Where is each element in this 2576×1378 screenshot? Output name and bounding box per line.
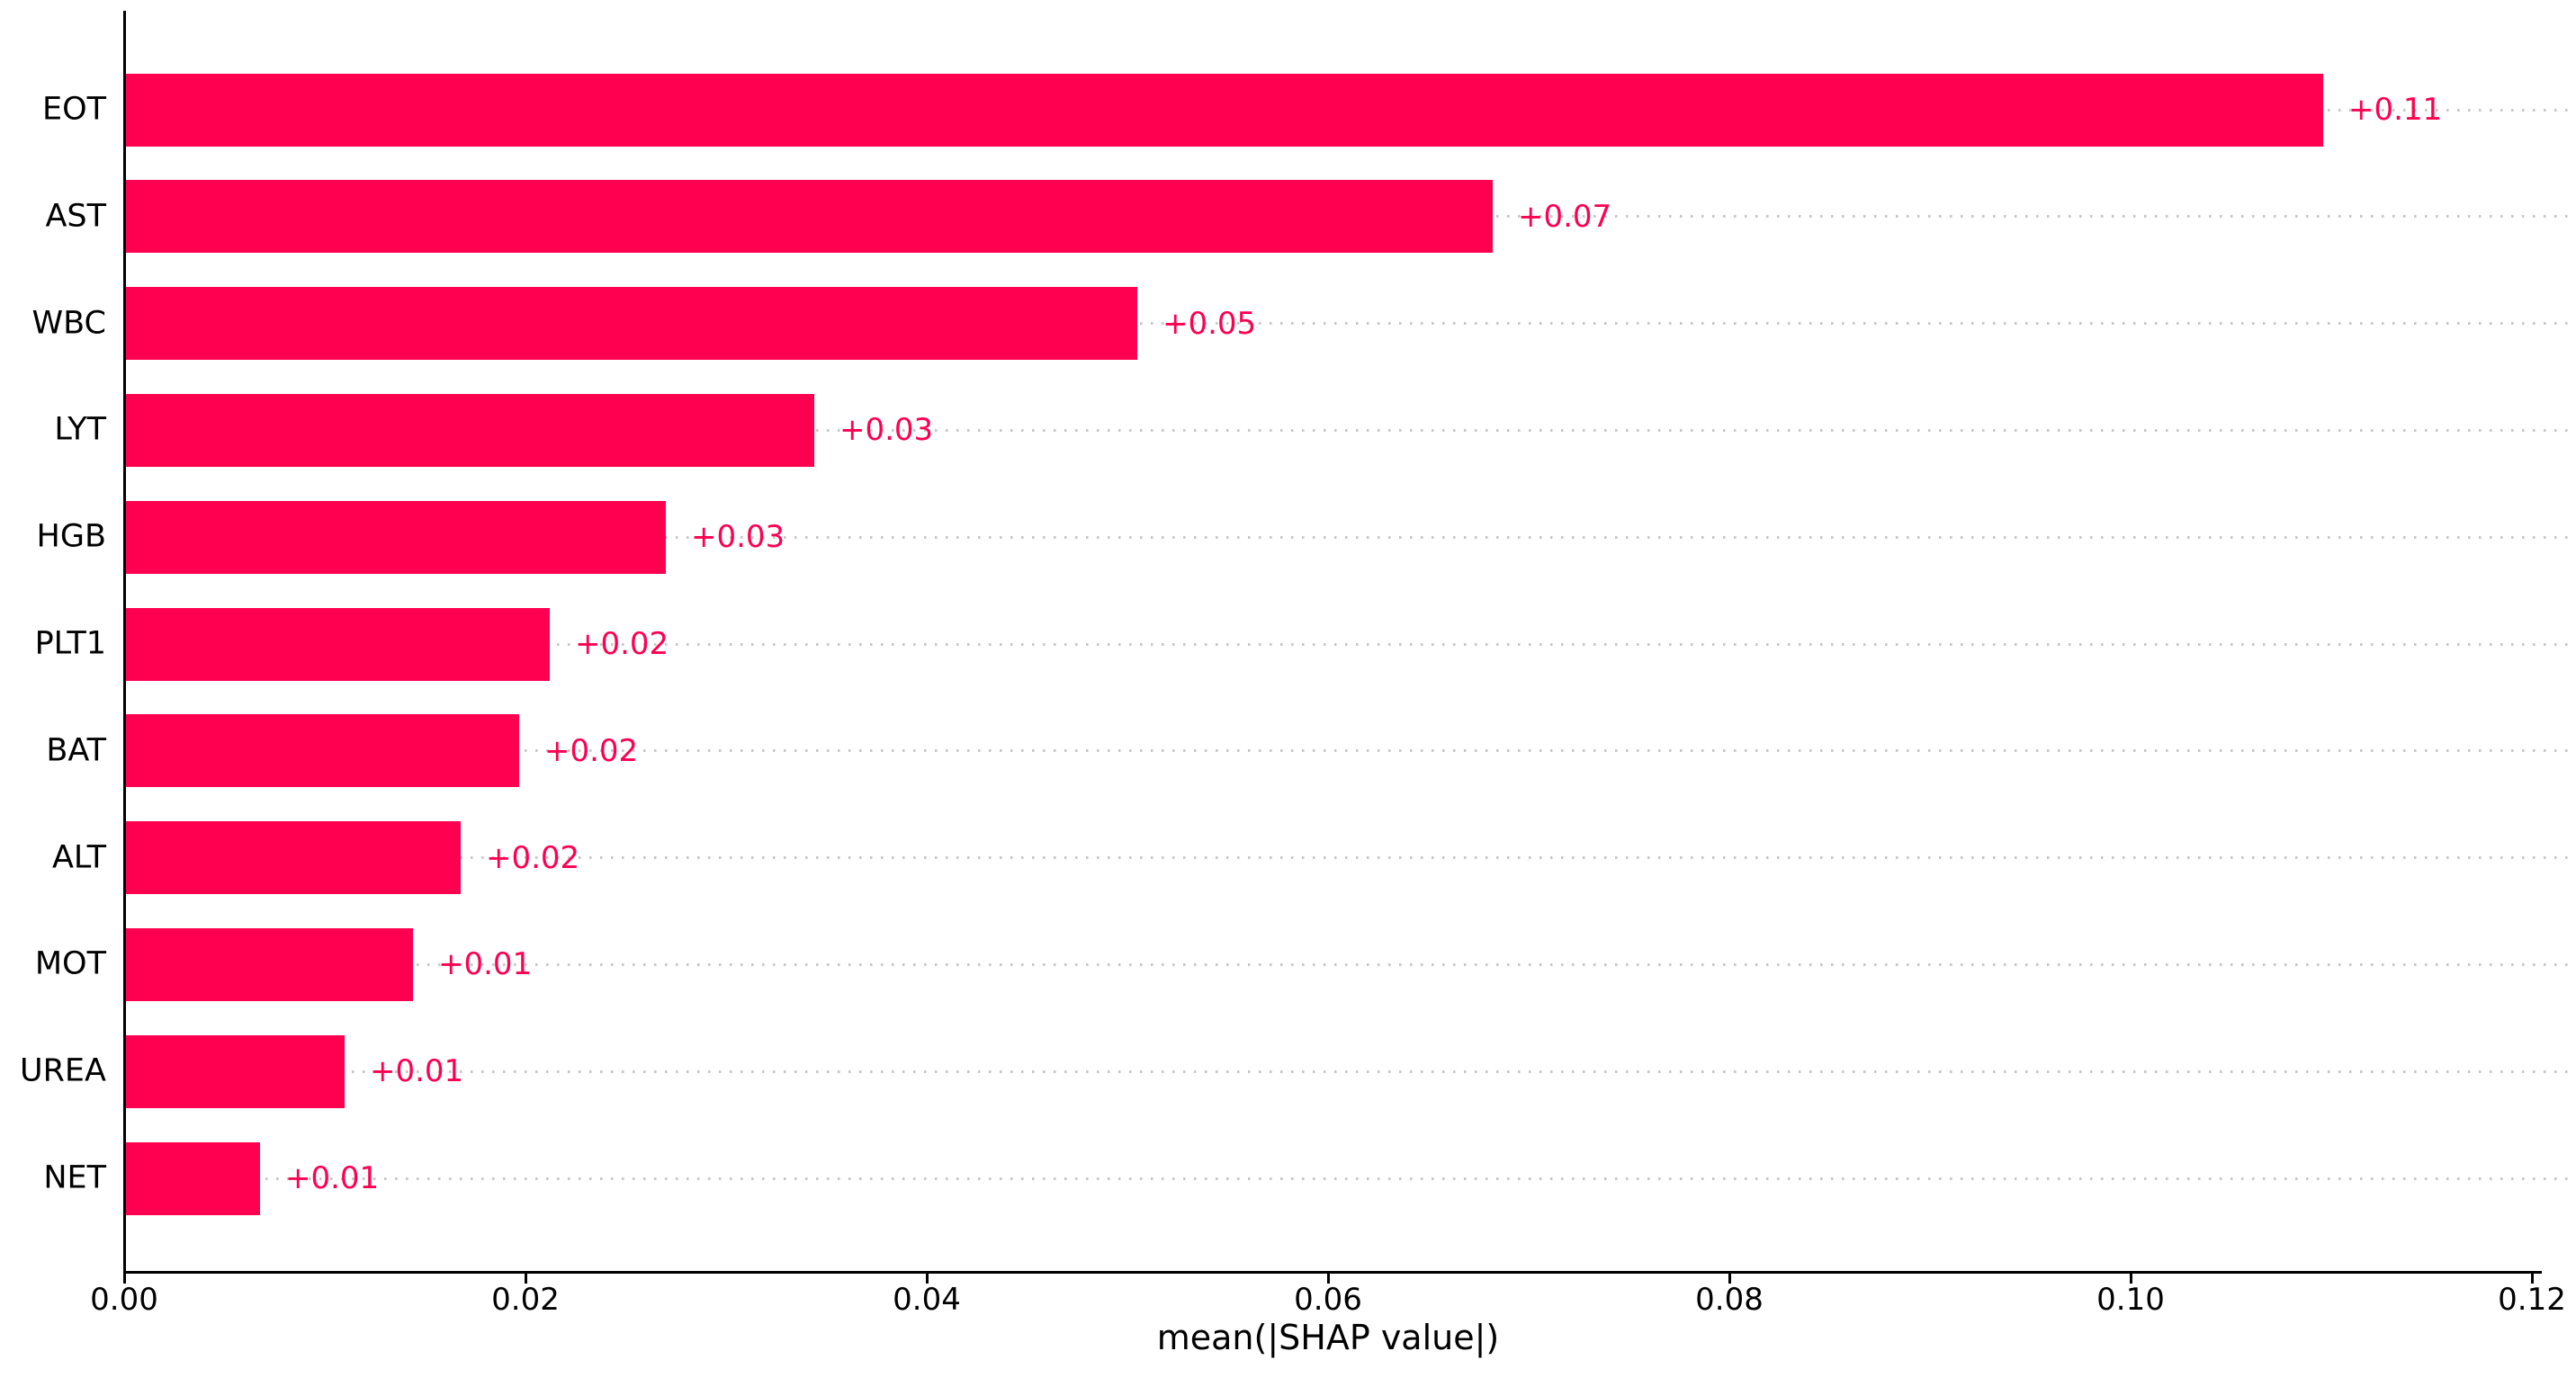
- gridline: [125, 856, 2572, 860]
- bar: [126, 73, 2323, 147]
- bar-value-label: +0.01: [370, 1053, 464, 1090]
- bar-value-label: +0.07: [1518, 198, 1612, 235]
- category-label: EOT: [41, 91, 106, 128]
- bar-value-label: +0.03: [839, 412, 934, 449]
- category-label: NET: [43, 1159, 106, 1196]
- bar: [126, 714, 519, 788]
- gridline: [125, 322, 2572, 326]
- bar-value-label: +0.11: [2348, 92, 2443, 128]
- x-tick-label: 0.08: [1695, 1282, 1764, 1318]
- bar-value-label: +0.01: [438, 946, 533, 983]
- category-label: MOT: [34, 945, 106, 982]
- x-tick-label: 0.06: [1294, 1282, 1362, 1318]
- bar: [126, 393, 814, 467]
- bar: [126, 1034, 345, 1108]
- bar-value-label: +0.03: [691, 519, 785, 556]
- bar-value-label: +0.01: [285, 1160, 380, 1196]
- x-tick: [1728, 1274, 1731, 1284]
- bar: [126, 607, 550, 681]
- bar-value-label: +0.02: [575, 626, 669, 662]
- gridline: [125, 962, 2572, 966]
- category-label: BAT: [46, 732, 106, 769]
- x-tick: [1327, 1274, 1330, 1284]
- bar-value-label: +0.02: [486, 839, 580, 876]
- gridline: [125, 749, 2572, 753]
- gridline: [125, 642, 2572, 646]
- gridline: [125, 1069, 2572, 1073]
- x-tick-label: 0.00: [90, 1282, 158, 1318]
- bar: [126, 927, 413, 1001]
- category-label: AST: [45, 198, 106, 235]
- x-tick-label: 0.12: [2498, 1282, 2566, 1318]
- gridline: [125, 428, 2572, 432]
- bar: [126, 821, 461, 895]
- bar: [126, 1141, 260, 1215]
- bar: [126, 180, 1493, 254]
- bar-value-label: +0.02: [544, 732, 639, 769]
- x-tick: [2531, 1274, 2534, 1284]
- category-label: LYT: [54, 411, 106, 448]
- x-tick-label: 0.02: [491, 1282, 560, 1318]
- x-tick: [525, 1274, 527, 1284]
- x-axis-title: mean(|SHAP value|): [1156, 1318, 1500, 1357]
- x-tick: [2130, 1274, 2132, 1284]
- x-tick-label: 0.04: [893, 1282, 961, 1318]
- category-label: UREA: [20, 1052, 106, 1089]
- x-tick-label: 0.10: [2096, 1282, 2165, 1318]
- bar: [126, 287, 1137, 361]
- bar: [126, 500, 666, 574]
- y-axis-line: [123, 11, 126, 1274]
- x-tick: [926, 1274, 929, 1284]
- category-label: WBC: [31, 305, 106, 342]
- x-axis-line: [123, 1271, 2542, 1274]
- gridline: [125, 535, 2572, 539]
- category-label: PLT1: [34, 625, 106, 662]
- bar-value-label: +0.05: [1162, 305, 1257, 342]
- x-tick: [123, 1274, 126, 1284]
- gridline: [125, 1177, 2572, 1180]
- category-label: ALT: [51, 839, 106, 876]
- category-label: HGB: [36, 518, 106, 555]
